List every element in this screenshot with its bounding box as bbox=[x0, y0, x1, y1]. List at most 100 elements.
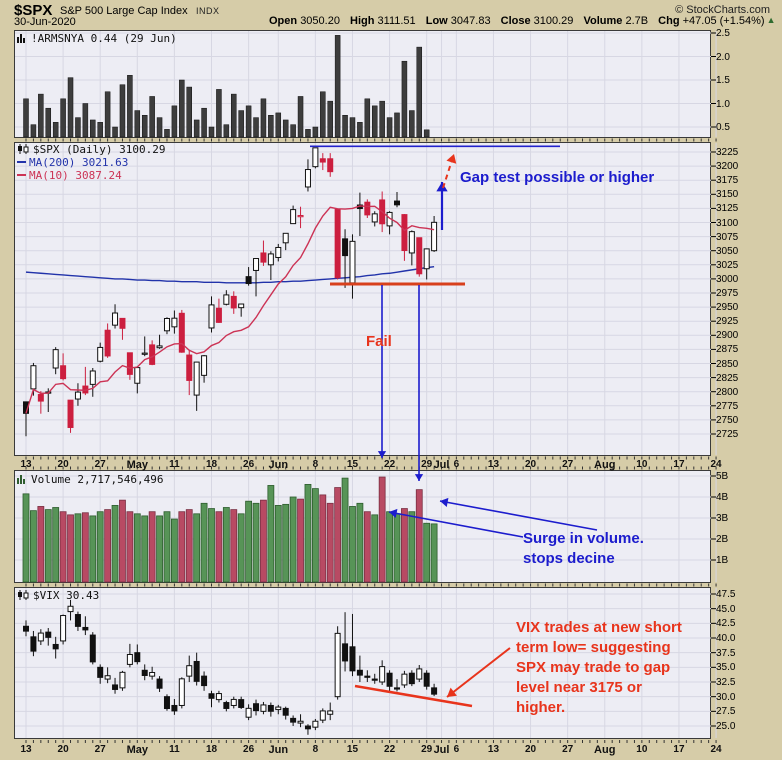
ma200-legend-text: MA(200) 3021.63 bbox=[29, 156, 129, 169]
y-axis-tick-label: 2.0 bbox=[716, 51, 730, 63]
y-axis-tick-label: 2B bbox=[716, 534, 729, 545]
ma200-legend: MA(200) 3021.63 bbox=[17, 156, 128, 169]
x-axis-week-label: 26 bbox=[243, 744, 255, 755]
x-axis-month-label: Jul bbox=[433, 744, 450, 756]
y-axis-tick-label: 2825 bbox=[716, 372, 739, 384]
y-axis-tick-label: 1.5 bbox=[716, 75, 730, 86]
volume-legend: Volume 2,717,546,496 bbox=[17, 473, 163, 486]
y-axis-tick-label: 2.5 bbox=[716, 28, 730, 39]
histogram-icon bbox=[17, 33, 27, 46]
spx-legend: $SPX (Daily) 3100.29 bbox=[17, 143, 165, 156]
close-value: 3100.29 bbox=[533, 15, 574, 27]
vix-note-line-4: level near 3175 or bbox=[516, 679, 642, 696]
vix-legend-text: $VIX 30.43 bbox=[33, 589, 100, 602]
surge-line-1: Surge in volume. bbox=[523, 530, 644, 547]
symbol-name: S&P 500 Large Cap Index bbox=[60, 5, 188, 17]
chg-up-icon: ▲ bbox=[766, 15, 776, 25]
low-label: Low bbox=[425, 15, 448, 27]
x-axis-week-label: 6 bbox=[453, 459, 460, 470]
surge-annotation: Surge in volume. stops decine bbox=[523, 529, 644, 569]
low-value: 3047.83 bbox=[450, 15, 491, 27]
y-axis-tick-label: 4B bbox=[716, 492, 729, 503]
x-axis-week-label: 27 bbox=[562, 744, 574, 755]
y-axis-tick-label: 27.5 bbox=[716, 706, 736, 718]
vix-note-line-3: SPX may trade to gap bbox=[516, 659, 671, 676]
x-axis-week-label: 8 bbox=[312, 459, 319, 470]
x-axis-month-label: Aug bbox=[594, 459, 616, 471]
ma10-swatch bbox=[17, 174, 26, 176]
candlestick-icon bbox=[17, 590, 29, 603]
volume-value: 2.7B bbox=[625, 15, 649, 27]
y-axis-tick-label: 2900 bbox=[716, 330, 739, 342]
x-axis-week-label: 13 bbox=[20, 744, 32, 755]
x-axis-week-label: 24 bbox=[710, 744, 722, 755]
x-axis-week-label: 20 bbox=[524, 744, 537, 755]
symbol: $SPX bbox=[14, 2, 53, 19]
y-axis-tick-label: 2800 bbox=[716, 386, 739, 398]
x-axis-month-label: May bbox=[126, 459, 148, 471]
y-axis-tick-label: 2950 bbox=[716, 302, 739, 314]
x-axis-week-label: 8 bbox=[312, 744, 319, 755]
y-axis-tick-label: 30.0 bbox=[716, 691, 736, 703]
y-axis-tick-label: 3150 bbox=[716, 189, 739, 201]
chart-header: $SPX S&P 500 Large Cap Index INDX © Stoc… bbox=[0, 0, 782, 28]
y-axis-tick-label: 3000 bbox=[716, 273, 739, 285]
spx-price-panel bbox=[14, 142, 711, 456]
y-axis-tick-label: 25.0 bbox=[716, 721, 736, 732]
x-axis-week-label: 13 bbox=[487, 459, 500, 470]
high-label: High bbox=[350, 15, 375, 27]
volume-legend-text: Volume 2,717,546,496 bbox=[31, 473, 164, 486]
y-axis-tick-label: 3100 bbox=[716, 217, 739, 229]
exchange-label: INDX bbox=[196, 6, 220, 16]
x-axis-week-label: 13 bbox=[20, 459, 32, 470]
y-axis-tick-label: 2750 bbox=[716, 414, 739, 426]
x-axis-week-label: 29 bbox=[421, 744, 433, 755]
y-axis-tick-label: 3025 bbox=[716, 259, 739, 271]
ma200-swatch bbox=[17, 161, 26, 163]
ma10-legend-text: MA(10) 3087.24 bbox=[29, 169, 122, 182]
y-axis-tick-label: 3225 bbox=[716, 147, 739, 158]
x-axis-week-label: 20 bbox=[57, 459, 69, 470]
x-axis-week-label: 10 bbox=[636, 459, 648, 470]
y-axis-tick-label: 32.5 bbox=[716, 677, 736, 688]
x-axis-month-label: Jun bbox=[268, 459, 289, 471]
vix-panel bbox=[14, 587, 711, 739]
x-axis-week-label: 6 bbox=[453, 744, 460, 755]
x-axis-month-label: May bbox=[126, 744, 148, 756]
y-axis-tick-label: 37.5 bbox=[716, 647, 736, 659]
y-axis-tick-label: 3175 bbox=[716, 175, 739, 187]
high-value: 3111.51 bbox=[377, 15, 416, 27]
vix-note-line-5: higher. bbox=[516, 699, 566, 716]
y-axis-tick-label: 2850 bbox=[716, 358, 739, 370]
chg-value: +47.05 (+1.54%) bbox=[682, 15, 765, 27]
x-axis-week-label: 15 bbox=[346, 459, 359, 470]
vix-note-line-1: VIX trades at new short bbox=[516, 619, 682, 636]
x-axis-week-label: 18 bbox=[205, 744, 218, 755]
x-axis-week-label: 17 bbox=[673, 459, 685, 470]
x-axis-week-label: 27 bbox=[94, 744, 106, 755]
y-axis-tick-label: 2725 bbox=[716, 429, 739, 440]
x-axis-week-label: 22 bbox=[384, 459, 396, 470]
arms-panel bbox=[14, 30, 711, 138]
volume-label: Volume bbox=[583, 15, 623, 27]
y-axis-tick-label: 3075 bbox=[716, 231, 739, 243]
copyright: © StockCharts.com bbox=[675, 4, 770, 16]
x-axis-week-label: 20 bbox=[524, 459, 537, 470]
y-axis-tick-label: 47.5 bbox=[716, 589, 736, 600]
x-axis-month-label: Aug bbox=[594, 744, 616, 756]
y-axis-tick-label: 3050 bbox=[716, 245, 739, 257]
x-axis-week-label: 26 bbox=[243, 459, 255, 470]
x-axis-week-label: 17 bbox=[673, 744, 685, 755]
spx-legend-text: $SPX (Daily) 3100.29 bbox=[33, 143, 166, 156]
chart-date: 30-Jun-2020 bbox=[14, 16, 76, 28]
gap-test-annotation: Gap test possible or higher bbox=[460, 169, 655, 186]
open-label: Open bbox=[269, 15, 298, 27]
y-axis-tick-label: 3200 bbox=[716, 161, 739, 173]
x-axis-week-label: 27 bbox=[94, 459, 106, 470]
y-axis-tick-label: 40.0 bbox=[716, 633, 736, 644]
arms-legend-text: !ARMSNYA 0.44 (29 Jun) bbox=[31, 32, 177, 45]
y-axis-tick-label: 2925 bbox=[716, 316, 739, 328]
vix-note-line-2: term low= suggesting bbox=[516, 639, 671, 656]
y-axis-tick-label: 0.5 bbox=[716, 122, 730, 133]
